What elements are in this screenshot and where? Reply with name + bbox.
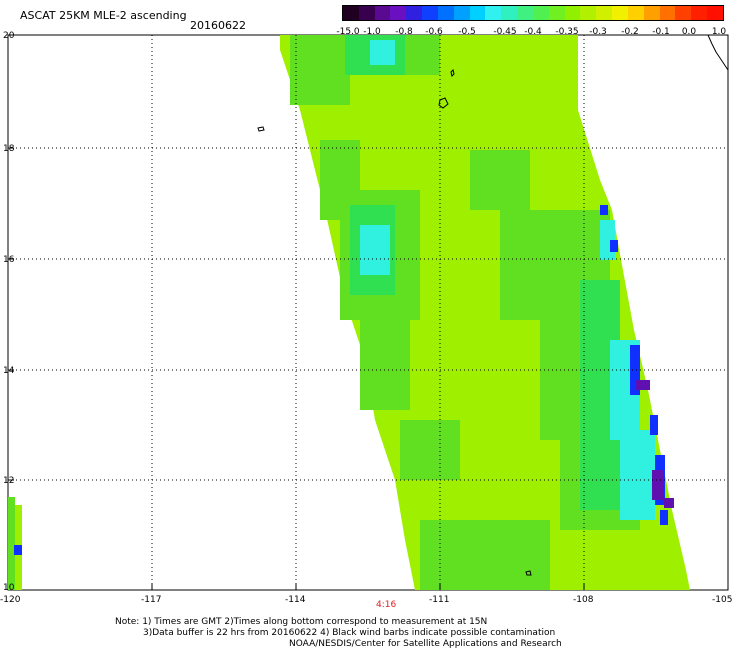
- colorbar-swatch: [659, 6, 676, 20]
- colorbar-swatch: [485, 6, 502, 20]
- colorbar-swatch: [343, 6, 359, 20]
- colorbar-swatch: [517, 6, 533, 20]
- colorbar-swatch: [548, 6, 565, 20]
- swath-left-fragment: [8, 497, 22, 590]
- lat-label: 18: [3, 144, 15, 154]
- colorbar-label: 0.0: [681, 27, 697, 37]
- lon-label: -120: [0, 595, 21, 605]
- lon-label: -117: [141, 595, 161, 605]
- colorbar-swatch: [469, 6, 486, 20]
- lat-label: 12: [3, 476, 14, 486]
- colorbar-swatch: [643, 6, 660, 20]
- colorbar-swatch: [564, 6, 581, 20]
- lon-label: -114: [285, 595, 306, 605]
- latitude-labels: 20 18 16 14 12 10: [3, 31, 15, 593]
- colorbar-swatch: [437, 6, 454, 20]
- colorbar-swatch: [612, 6, 628, 20]
- colorbar-label: 1.0: [711, 27, 727, 37]
- colorbar-swatch: [374, 6, 391, 20]
- colorbar-label: -15.0: [336, 27, 360, 37]
- lat-label: 16: [3, 255, 15, 265]
- colorbar-swatch: [596, 6, 613, 20]
- colorbar-label: -0.8: [395, 27, 413, 37]
- colorbar-label: -0.6: [425, 27, 443, 37]
- colorbar-swatch: [358, 6, 375, 20]
- note-line-1: Note: 1) Times are GMT 2)Times along bot…: [115, 617, 488, 627]
- lon-label: -108: [573, 595, 594, 605]
- colorbar-swatch: [501, 6, 518, 20]
- colorbar-swatch: [627, 6, 644, 20]
- colorbar-label: -0.5: [458, 27, 476, 37]
- coastline: [257, 34, 729, 576]
- lat-label: 14: [3, 366, 15, 376]
- colorbar-swatch: [406, 6, 423, 20]
- colorbar-label: -1.0: [363, 27, 381, 37]
- product-date: 20160622: [190, 19, 246, 32]
- colorbar-swatch: [691, 6, 708, 20]
- product-title: ASCAT 25KM MLE-2 ascending: [20, 9, 187, 22]
- colorbar-label: -0.3: [589, 27, 607, 37]
- longitude-labels: -120 -117 -114 -111 -108 -105: [0, 595, 732, 605]
- note-line-2: 3)Data buffer is 22 hrs from 20160622 4)…: [143, 628, 556, 638]
- colorbar-label: -0.45: [493, 27, 517, 37]
- colorbar-swatch: [580, 6, 597, 20]
- colorbar-labels: -15.0 -1.0 -0.8 -0.6 -0.5 -0.45 -0.4 -0.35 -0.3 -…: [330, 27, 740, 39]
- colorbar-swatch: [675, 6, 692, 20]
- colorbar-swatch: [532, 6, 549, 20]
- lat-label: 10: [3, 583, 15, 593]
- colorbar-swatch: [390, 6, 407, 20]
- lon-label: -105: [712, 595, 732, 605]
- lat-label: 20: [3, 31, 15, 41]
- note-line-3: NOAA/NESDIS/Center for Satellite Applica…: [289, 639, 562, 649]
- colorbar-label: -0.4: [524, 27, 542, 37]
- colorbar-label: -0.1: [652, 27, 670, 37]
- colorbar: [342, 5, 724, 21]
- lon-label: -111: [429, 595, 449, 605]
- colorbar-swatch: [422, 6, 438, 20]
- tick-marks: [8, 147, 585, 590]
- swath-purple-edge: [636, 380, 674, 508]
- pass-time: 4:16: [376, 600, 397, 610]
- colorbar-swatch: [707, 6, 723, 20]
- colorbar-label: -0.35: [555, 27, 579, 37]
- colorbar-swatch: [453, 6, 470, 20]
- colorbar-label: -0.2: [621, 27, 639, 37]
- grid-lines: [8, 35, 728, 590]
